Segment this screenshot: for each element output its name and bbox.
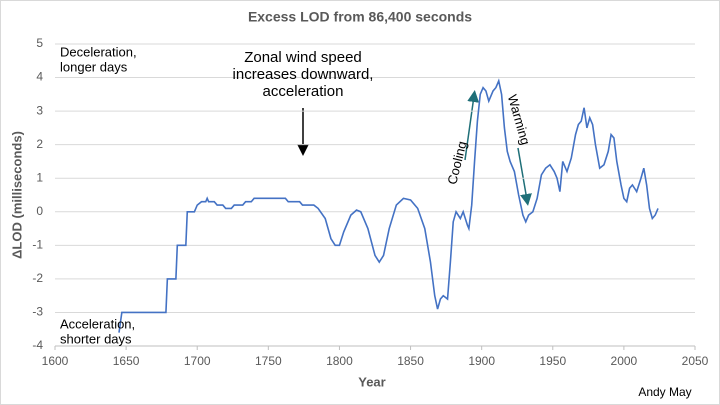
arrow xyxy=(517,147,532,206)
x-tick-label: 1800 xyxy=(326,354,353,368)
x-tick-label: 1600 xyxy=(42,354,69,368)
x-tick-label: 1950 xyxy=(539,354,566,368)
x-tick-label: 1700 xyxy=(184,354,211,368)
x-tick-label: 1850 xyxy=(397,354,424,368)
y-tick-label: 5 xyxy=(36,36,43,50)
y-tick-label: -4 xyxy=(32,338,43,352)
credit: Andy May xyxy=(638,385,691,399)
annotation: acceleration xyxy=(263,83,344,100)
data-line xyxy=(118,78,659,333)
x-tick-label: 1650 xyxy=(113,354,140,368)
arrow xyxy=(464,90,480,161)
x-axis-label: Year xyxy=(358,374,385,389)
y-tick-label: 2 xyxy=(36,137,43,151)
annotation: Zonal wind speed xyxy=(244,49,362,66)
x-tick-label: 2050 xyxy=(682,354,709,368)
x-tick-label: 2000 xyxy=(611,354,638,368)
annotation: Acceleration, xyxy=(60,316,135,331)
annotation: shorter days xyxy=(60,331,132,346)
chart-title: Excess LOD from 86,400 seconds xyxy=(248,9,472,25)
x-tick-label: 1900 xyxy=(468,354,495,368)
annotation: longer days xyxy=(60,59,128,74)
y-tick-label: -3 xyxy=(32,305,43,319)
annotation: increases downward, xyxy=(233,66,374,83)
y-tick-label: -1 xyxy=(32,238,43,252)
y-tick-label: 3 xyxy=(36,103,43,117)
y-tick-label: 1 xyxy=(36,170,43,184)
y-axis-label: ΔLOD (milliseconds) xyxy=(9,131,24,259)
x-tick-label: 1750 xyxy=(255,354,282,368)
y-tick-label: 4 xyxy=(36,70,43,84)
annotation: Deceleration, xyxy=(60,44,137,59)
y-tick-label: 0 xyxy=(36,204,43,218)
y-tick-label: -2 xyxy=(32,271,43,285)
